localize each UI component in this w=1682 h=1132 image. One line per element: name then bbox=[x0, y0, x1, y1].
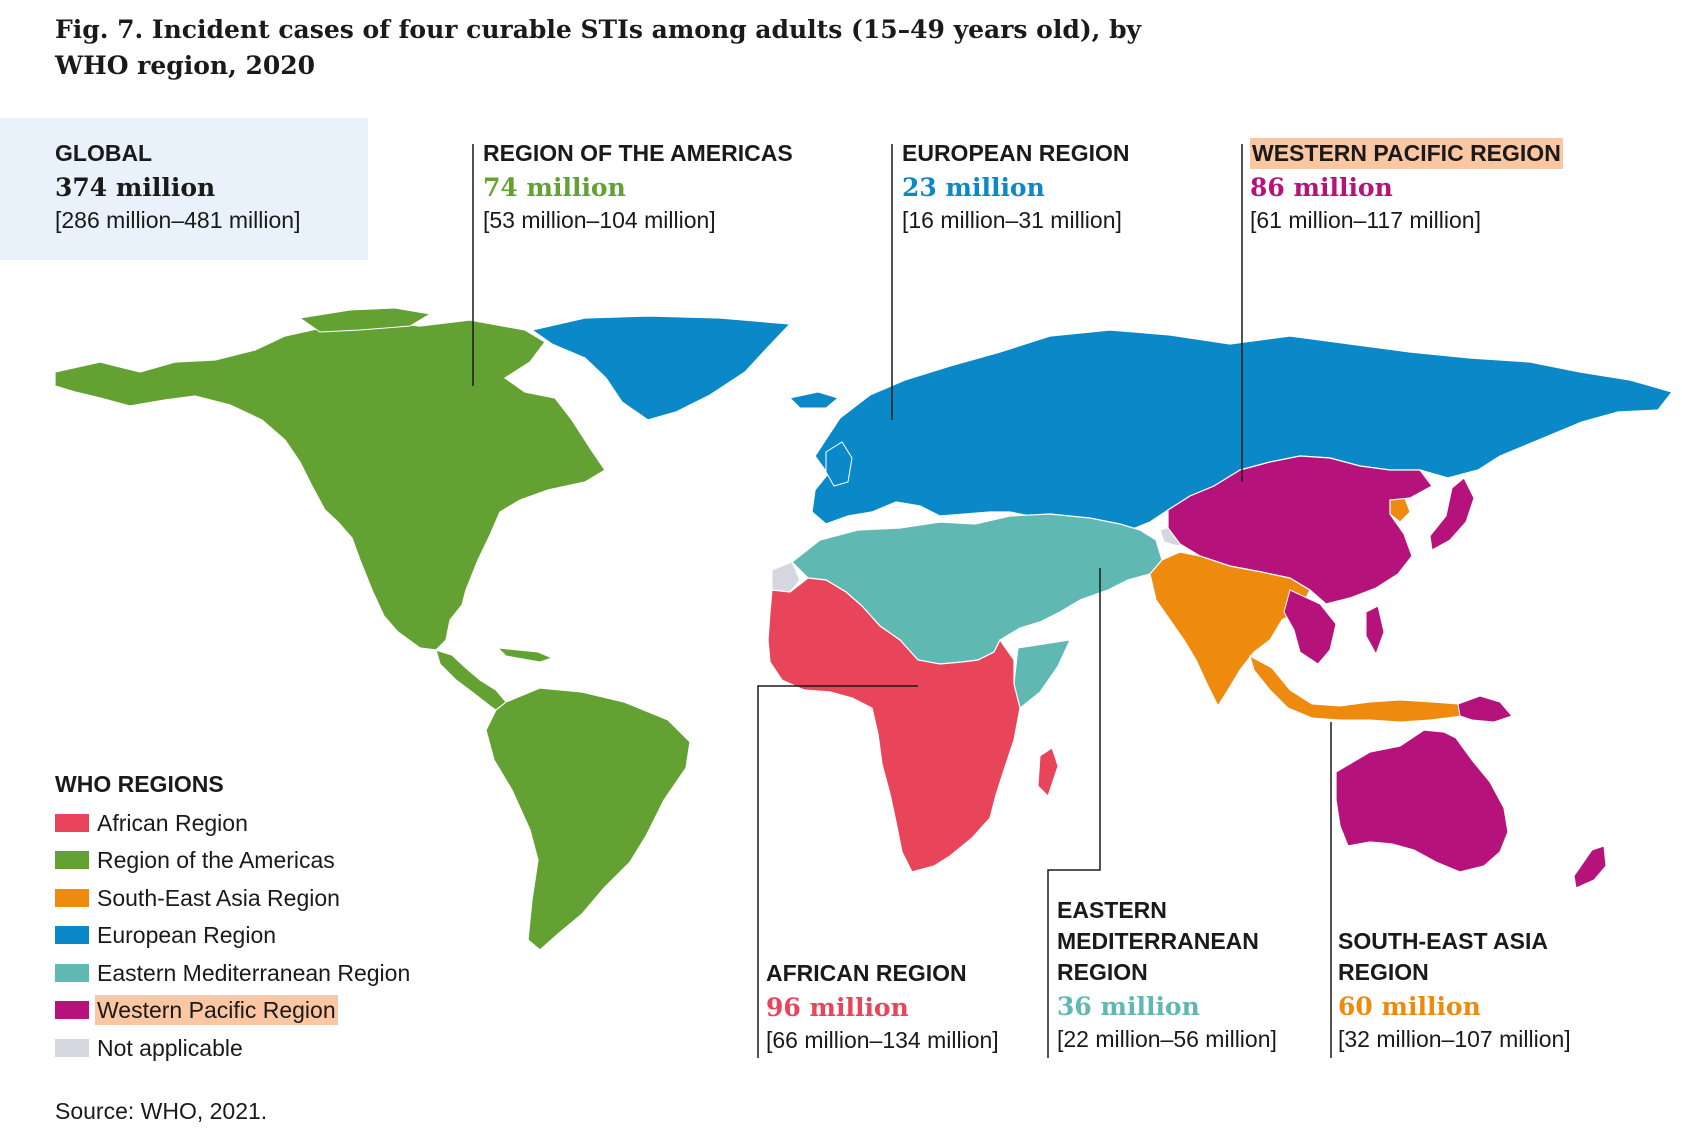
somalia-shape bbox=[1013, 639, 1071, 709]
caribbean-shape bbox=[496, 647, 554, 663]
greenland-shape bbox=[530, 315, 792, 421]
region-european-shape[interactable] bbox=[530, 315, 1674, 531]
emr-range: [22 million–56 million] bbox=[1057, 1026, 1277, 1052]
north-america-shape bbox=[54, 319, 606, 651]
legend-label: African Region bbox=[97, 809, 248, 836]
sea-label-line1: SOUTH-EAST ASIA bbox=[1338, 928, 1548, 954]
african-value: 96 million bbox=[766, 993, 909, 1022]
madagascar-shape bbox=[1037, 747, 1059, 797]
legend-item-not-applicable[interactable]: Not applicable bbox=[55, 1029, 412, 1067]
legend-item-european[interactable]: European Region bbox=[55, 917, 412, 955]
figure-title: Fig. 7. Incident cases of four curable S… bbox=[55, 15, 1142, 80]
sea-value: 60 million bbox=[1338, 992, 1481, 1021]
western-sahara-shape bbox=[771, 561, 801, 593]
global-label: GLOBAL bbox=[55, 140, 153, 166]
legend-label: Western Pacific Region bbox=[95, 995, 338, 1026]
region-wpr-shape[interactable] bbox=[1167, 455, 1607, 889]
legend-swatch bbox=[55, 888, 89, 907]
legend-item-wpr[interactable]: Western Pacific Region bbox=[55, 992, 412, 1030]
china-mongolia-shape bbox=[1167, 455, 1433, 605]
global-range: [286 million–481 million] bbox=[55, 207, 301, 233]
sea-label-line2: REGION bbox=[1338, 959, 1429, 985]
emr-label-line2: MEDITERRANEAN bbox=[1057, 928, 1259, 954]
callout-americas: REGION OF THE AMERICAS 74 million [53 mi… bbox=[483, 138, 793, 235]
legend-title: WHO REGIONS bbox=[55, 771, 224, 797]
callout-wpr: WESTERN PACIFIC REGION 86 million [61 mi… bbox=[1250, 138, 1563, 235]
japan-shape bbox=[1429, 477, 1475, 551]
legend-swatch bbox=[55, 813, 89, 832]
emr-value: 36 million bbox=[1057, 992, 1200, 1021]
callout-sea: SOUTH-EAST ASIA REGION 60 million [32 mi… bbox=[1338, 926, 1571, 1054]
americas-value: 74 million bbox=[483, 173, 626, 202]
australia-shape bbox=[1335, 729, 1509, 873]
legend-swatch bbox=[55, 1038, 89, 1057]
legend-label: Not applicable bbox=[97, 1034, 243, 1061]
legend-label: Region of the Americas bbox=[97, 847, 335, 874]
americas-label: REGION OF THE AMERICAS bbox=[483, 140, 793, 166]
european-range: [16 million–31 million] bbox=[902, 207, 1122, 233]
callout-african: AFRICAN REGION 96 million [66 million–13… bbox=[766, 958, 999, 1055]
global-value: 374 million bbox=[55, 173, 216, 202]
source-note: Source: WHO, 2021. bbox=[55, 1098, 268, 1124]
european-label: EUROPEAN REGION bbox=[902, 140, 1130, 166]
legend-item-sea[interactable]: South-East Asia Region bbox=[55, 879, 412, 917]
legend-swatch bbox=[55, 1001, 89, 1020]
legend-swatch bbox=[55, 963, 89, 982]
canadian-arctic-shape bbox=[298, 307, 432, 333]
legend-swatch bbox=[55, 851, 89, 870]
region-emr-shape[interactable] bbox=[791, 513, 1163, 709]
wpr-range: [61 million–117 million] bbox=[1250, 207, 1481, 233]
wpr-value: 86 million bbox=[1250, 173, 1393, 202]
leader-emr bbox=[1047, 568, 1101, 1058]
region-americas-shape[interactable] bbox=[54, 307, 691, 951]
callout-european: EUROPEAN REGION 23 million [16 million–3… bbox=[902, 138, 1129, 235]
callout-emr: EASTERN MEDITERRANEAN REGION 36 million … bbox=[1057, 895, 1277, 1054]
papua-shape bbox=[1457, 695, 1513, 723]
iceland-shape bbox=[788, 391, 840, 409]
se-asia-mainland-shape bbox=[1283, 589, 1337, 665]
indonesia-shape bbox=[1249, 654, 1463, 723]
african-label: AFRICAN REGION bbox=[766, 960, 967, 986]
new-zealand-shape bbox=[1573, 845, 1607, 889]
legend: WHO REGIONS African Region Region of the… bbox=[55, 768, 412, 1067]
emr-label-line1: EASTERN bbox=[1057, 897, 1167, 923]
european-value: 23 million bbox=[902, 173, 1045, 202]
leader-african bbox=[757, 685, 918, 1058]
south-america-shape bbox=[485, 687, 691, 951]
callout-global: GLOBAL 374 million [286 million–481 mill… bbox=[55, 138, 300, 235]
legend-label: South-East Asia Region bbox=[97, 884, 340, 911]
uk-shape bbox=[825, 441, 853, 487]
philippines-shape bbox=[1365, 605, 1385, 656]
african-range: [66 million–134 million] bbox=[766, 1027, 999, 1053]
legend-item-emr[interactable]: Eastern Mediterranean Region bbox=[55, 954, 412, 992]
legend-swatch bbox=[55, 926, 89, 945]
sea-range: [32 million–107 million] bbox=[1338, 1026, 1571, 1052]
legend-item-african[interactable]: African Region bbox=[55, 804, 412, 842]
africa-mainland-shape bbox=[767, 577, 1021, 873]
wpr-label: WESTERN PACIFIC REGION bbox=[1250, 138, 1563, 169]
global-box bbox=[0, 118, 368, 260]
emr-label-line3: REGION bbox=[1057, 959, 1148, 985]
americas-range: [53 million–104 million] bbox=[483, 207, 716, 233]
legend-label: Eastern Mediterranean Region bbox=[97, 959, 411, 986]
legend-label: European Region bbox=[97, 922, 277, 949]
region-african-shape[interactable] bbox=[767, 577, 1059, 873]
legend-item-americas[interactable]: Region of the Americas bbox=[55, 842, 412, 880]
